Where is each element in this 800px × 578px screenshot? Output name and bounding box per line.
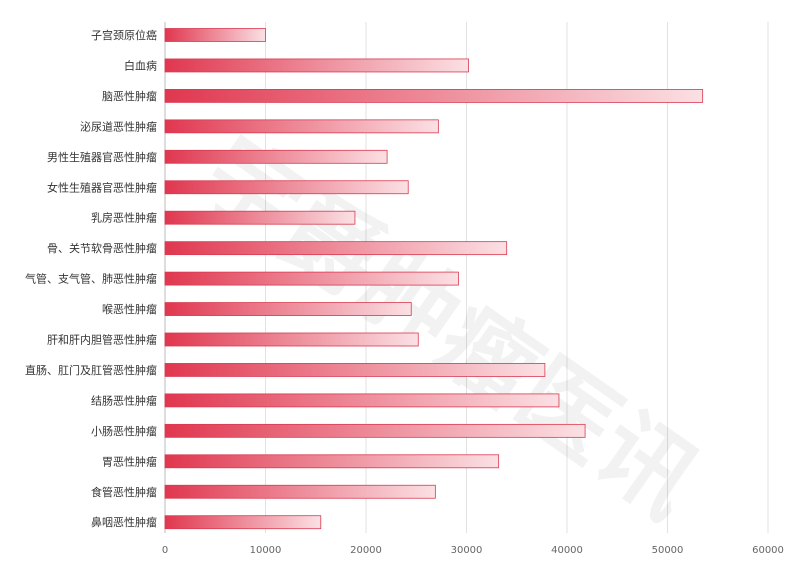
category-label: 肝和肝内胆管恶性肿瘤 (47, 333, 157, 347)
bar-8 (164, 271, 459, 286)
bar-14 (164, 454, 500, 469)
category-label: 白血病 (124, 58, 157, 72)
category-label: 喉恶性肿瘤 (102, 302, 157, 316)
category-label: 子宫颈原位癌 (91, 28, 157, 42)
x-tick-label: 20000 (350, 545, 382, 556)
category-label: 食管恶性肿瘤 (91, 485, 157, 499)
bar-15 (164, 484, 436, 499)
bar-0 (164, 28, 266, 42)
bar-6 (164, 210, 356, 225)
category-label: 泌尿道恶性肿瘤 (80, 119, 157, 133)
bar-9 (164, 302, 412, 316)
x-tick-label: 40000 (551, 545, 583, 556)
category-label: 直肠、肛门及肛管恶性肿瘤 (25, 363, 157, 377)
bar-13 (164, 423, 586, 438)
bar-10 (164, 332, 419, 347)
bar-5 (164, 180, 409, 195)
x-tick-label: 10000 (250, 545, 282, 556)
category-label: 骨、关节软骨恶性肿瘤 (47, 241, 157, 255)
bar-1 (164, 58, 469, 73)
category-label: 小肠恶性肿瘤 (91, 424, 157, 438)
x-tick-label: 30000 (451, 545, 483, 556)
bar-16 (164, 515, 322, 530)
bar-11 (164, 363, 546, 377)
category-label: 鼻咽恶性肿瘤 (91, 515, 157, 529)
category-label: 女性生殖器官恶性肿瘤 (47, 180, 157, 194)
bar-3 (164, 119, 439, 134)
category-label: 脑恶性肿瘤 (102, 89, 157, 103)
x-tick-label: 50000 (652, 545, 684, 556)
bar-12 (164, 393, 560, 408)
category-label: 男性生殖器官恶性肿瘤 (47, 150, 157, 164)
category-label: 结肠恶性肿瘤 (91, 393, 157, 407)
x-tick-label: 60000 (752, 545, 784, 556)
bar-4 (164, 149, 388, 164)
category-label: 气管、支气管、肺恶性肿瘤 (25, 272, 157, 286)
bar-7 (164, 241, 508, 256)
bar-2 (164, 89, 704, 103)
category-labels: 子宫颈原位癌白血病脑恶性肿瘤泌尿道恶性肿瘤男性生殖器官恶性肿瘤女性生殖器官恶性肿… (25, 28, 157, 529)
category-label: 胃恶性肿瘤 (102, 454, 157, 468)
x-axis-ticks: 0 10000 20000 30000 40000 50000 60000 (162, 545, 784, 556)
bars (164, 28, 704, 530)
x-tick-label: 0 (162, 545, 168, 556)
category-label: 乳房恶性肿瘤 (91, 211, 157, 225)
